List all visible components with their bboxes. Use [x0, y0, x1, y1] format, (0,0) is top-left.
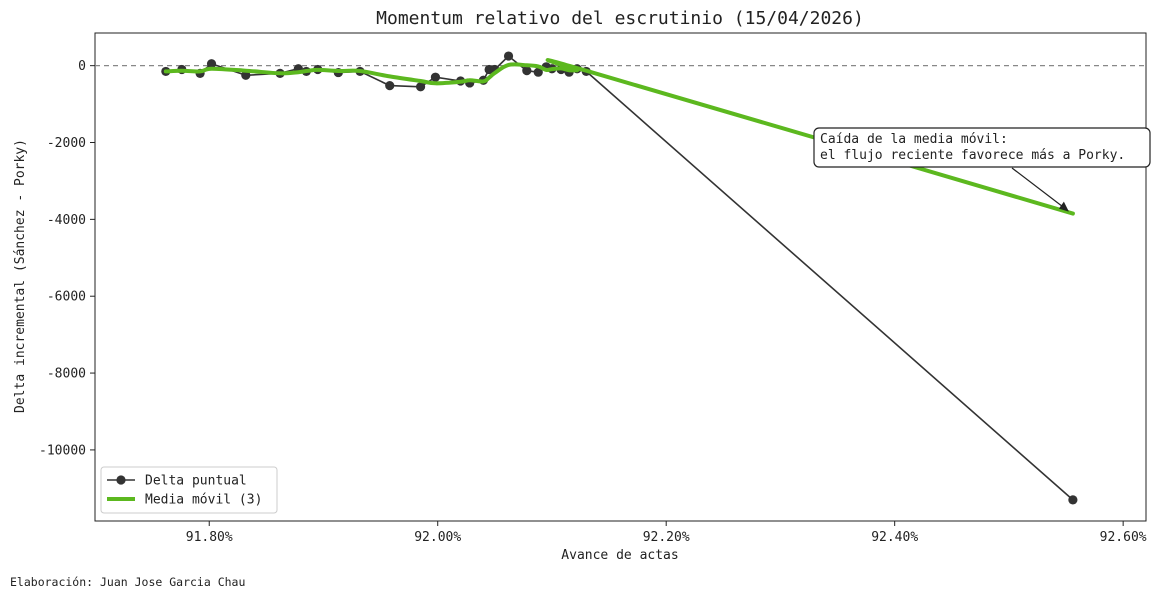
- series-delta-puntual-point: [385, 81, 395, 91]
- annotation-text: el flujo reciente favorece más a Porky.: [820, 148, 1125, 163]
- y-axis-label: Delta incremental (Sánchez - Porky): [13, 139, 28, 413]
- y-tick-label: -2000: [47, 136, 86, 151]
- y-tick-label: -6000: [47, 290, 86, 305]
- legend: Delta puntual Media móvil (3): [100, 466, 278, 514]
- y-tick-label: 0: [78, 59, 86, 74]
- y-tick-label: -8000: [47, 367, 86, 382]
- y-tick-label: -10000: [39, 443, 86, 458]
- annotation-arrow-line: [1011, 167, 1069, 212]
- plot-frame: [94, 32, 1147, 522]
- x-tick-label: 92.60%: [1100, 530, 1147, 545]
- series-media-movil-line: [163, 58, 1075, 216]
- series-delta-puntual-point: [241, 70, 251, 80]
- series-delta-puntual-point: [503, 51, 514, 61]
- series-delta-puntual-point: [533, 67, 543, 77]
- x-tick-label: 92.40%: [871, 530, 918, 545]
- x-tick-label: 92.00%: [414, 530, 461, 545]
- annotation-box: [813, 127, 1151, 168]
- chart-title: Momentum relativo del escrutinio (15/04/…: [376, 8, 864, 29]
- x-tick-label: 92.20%: [643, 530, 690, 545]
- annotation-text: Caída de la media móvil:: [820, 132, 1008, 147]
- annotation-arrow-head: [1058, 201, 1069, 212]
- legend-media-movil-label: Media móvil (3): [145, 493, 262, 508]
- plot-area: 91.80% 92.00% 92.20% 92.40% 92.60% 0 -2000 -400…: [39, 32, 1151, 545]
- x-axis-label: Avance de actas: [561, 548, 678, 563]
- footer-credit: Elaboración: Juan Jose Garcia Chau: [10, 575, 246, 589]
- legend-delta-puntual-label: Delta puntual: [145, 474, 247, 489]
- legend-delta-puntual-marker: [116, 475, 126, 485]
- series-delta-puntual-point: [522, 66, 532, 76]
- series-delta-puntual-point: [415, 82, 426, 92]
- legend-box: [100, 466, 278, 514]
- series-delta-puntual-point: [206, 59, 217, 69]
- series-delta-puntual-point: [1068, 495, 1078, 505]
- x-tick-label: 91.80%: [186, 530, 233, 545]
- series-delta-puntual-point: [430, 72, 441, 82]
- y-tick-label: -4000: [47, 213, 86, 228]
